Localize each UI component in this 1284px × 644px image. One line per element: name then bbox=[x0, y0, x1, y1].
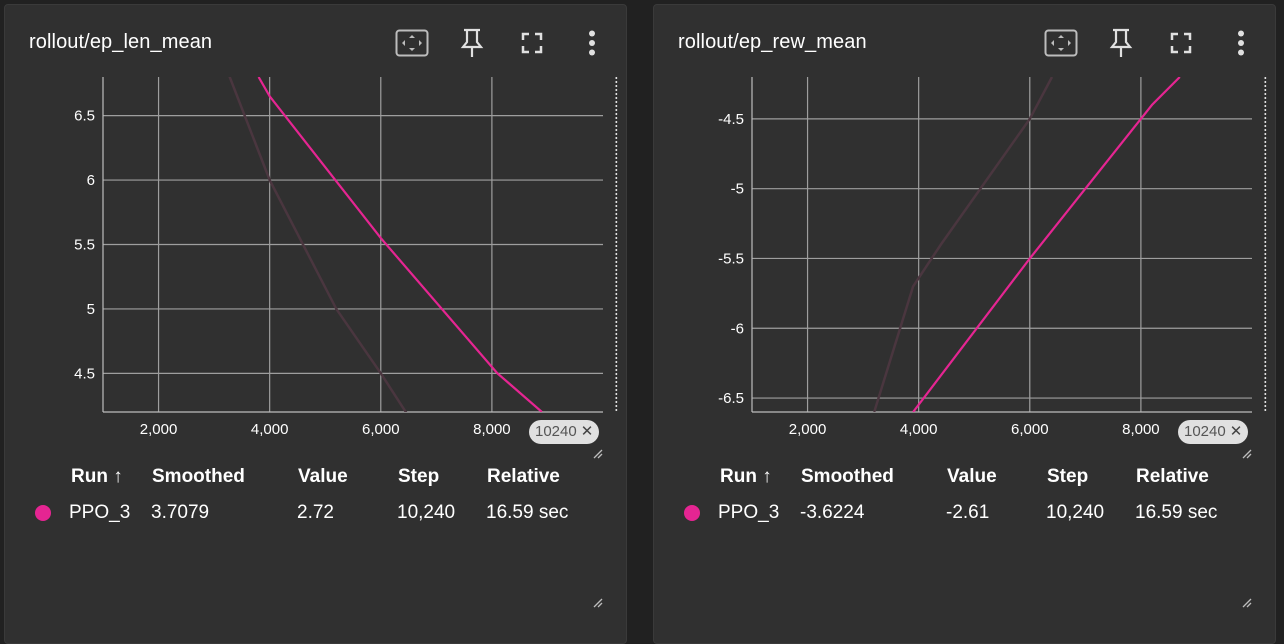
chart-card: rollout/ep_rew_mean 2,000 4,000 6,000 8,000… bbox=[653, 4, 1276, 644]
more-vert-icon[interactable] bbox=[574, 25, 610, 61]
close-icon[interactable]: ✕ bbox=[1229, 423, 1243, 440]
header-step[interactable]: Step bbox=[1047, 466, 1089, 487]
x-tick-label: 2,000 bbox=[789, 421, 827, 438]
y-tick-label: 5 bbox=[87, 301, 95, 318]
y-tick-label: 6.5 bbox=[74, 108, 95, 125]
cell-relative: 16.59 sec bbox=[486, 502, 569, 523]
step-badge-label: 10240 bbox=[1184, 423, 1226, 440]
header-relative[interactable]: Relative bbox=[1136, 466, 1209, 487]
pin-icon[interactable] bbox=[454, 25, 490, 61]
header-smoothed[interactable]: Smoothed bbox=[152, 466, 245, 487]
cell-smoothed: 3.7079 bbox=[151, 502, 210, 523]
run-color-dot bbox=[684, 505, 700, 521]
y-tick-label: -4.5 bbox=[718, 111, 744, 128]
x-tick-label: 8,000 bbox=[1122, 421, 1160, 438]
y-tick-label: 5.5 bbox=[74, 237, 95, 254]
x-tick-label: 4,000 bbox=[251, 421, 289, 438]
cell-step: 10,240 bbox=[1046, 502, 1105, 523]
x-tick-label: 4,000 bbox=[900, 421, 938, 438]
cell-smoothed: -3.6224 bbox=[800, 502, 865, 523]
line-chart[interactable]: 2,000 4,000 6,000 8,000 4.5 5 5.5 6 6.5 bbox=[5, 5, 628, 465]
header-smoothed[interactable]: Smoothed bbox=[801, 466, 894, 487]
x-tick-label: 8,000 bbox=[473, 421, 511, 438]
step-badge[interactable]: 10240 ✕ bbox=[1178, 420, 1249, 444]
header-value[interactable]: Value bbox=[298, 466, 348, 487]
resize-icon[interactable] bbox=[593, 598, 603, 608]
run-color-dot bbox=[35, 505, 51, 521]
cell-step: 10,240 bbox=[397, 502, 456, 523]
resize-icon[interactable] bbox=[593, 449, 603, 459]
series-line-raw bbox=[228, 77, 408, 412]
fit-domain-icon[interactable] bbox=[1043, 25, 1079, 61]
y-tick-label: -5 bbox=[731, 181, 744, 198]
chart-card: rollout/ep_len_mean 2,000 4,000 6,000 8,000… bbox=[4, 4, 627, 644]
y-tick-label: -6 bbox=[731, 320, 744, 337]
x-tick-label: 6,000 bbox=[362, 421, 400, 438]
x-tick-label: 2,000 bbox=[140, 421, 178, 438]
resize-icon[interactable] bbox=[1242, 598, 1252, 608]
y-tick-label: -5.5 bbox=[718, 250, 744, 267]
series-line-smoothed bbox=[912, 77, 1181, 412]
header-run[interactable]: Run ↑ bbox=[71, 466, 123, 487]
step-badge[interactable]: 10240 ✕ bbox=[529, 420, 600, 444]
cell-run: PPO_3 bbox=[69, 502, 131, 523]
x-tick-label: 6,000 bbox=[1011, 421, 1049, 438]
step-badge-label: 10240 bbox=[535, 423, 577, 440]
series-line-smoothed bbox=[257, 77, 543, 412]
card-title: rollout/ep_rew_mean bbox=[678, 31, 867, 53]
y-tick-label: 6 bbox=[87, 172, 95, 189]
line-chart[interactable]: 2,000 4,000 6,000 8,000 -6.5 -6 -5.5 -5 -4.5 bbox=[654, 5, 1277, 465]
more-vert-icon[interactable] bbox=[1223, 25, 1259, 61]
cell-run: PPO_3 bbox=[718, 502, 780, 523]
cell-relative: 16.59 sec bbox=[1135, 502, 1218, 523]
close-icon[interactable]: ✕ bbox=[580, 423, 594, 440]
header-value[interactable]: Value bbox=[947, 466, 997, 487]
pin-icon[interactable] bbox=[1103, 25, 1139, 61]
series-line-raw bbox=[873, 77, 1054, 412]
header-run[interactable]: Run ↑ bbox=[720, 466, 772, 487]
y-tick-label: -6.5 bbox=[718, 390, 744, 407]
header-step[interactable]: Step bbox=[398, 466, 440, 487]
cell-value: 2.72 bbox=[297, 502, 334, 523]
card-title: rollout/ep_len_mean bbox=[29, 31, 213, 53]
y-tick-label: 4.5 bbox=[74, 365, 95, 382]
fit-domain-icon[interactable] bbox=[394, 25, 430, 61]
cell-value: -2.61 bbox=[946, 502, 990, 523]
resize-icon[interactable] bbox=[1242, 449, 1252, 459]
fullscreen-icon[interactable] bbox=[1163, 25, 1199, 61]
fullscreen-icon[interactable] bbox=[514, 25, 550, 61]
header-relative[interactable]: Relative bbox=[487, 466, 560, 487]
